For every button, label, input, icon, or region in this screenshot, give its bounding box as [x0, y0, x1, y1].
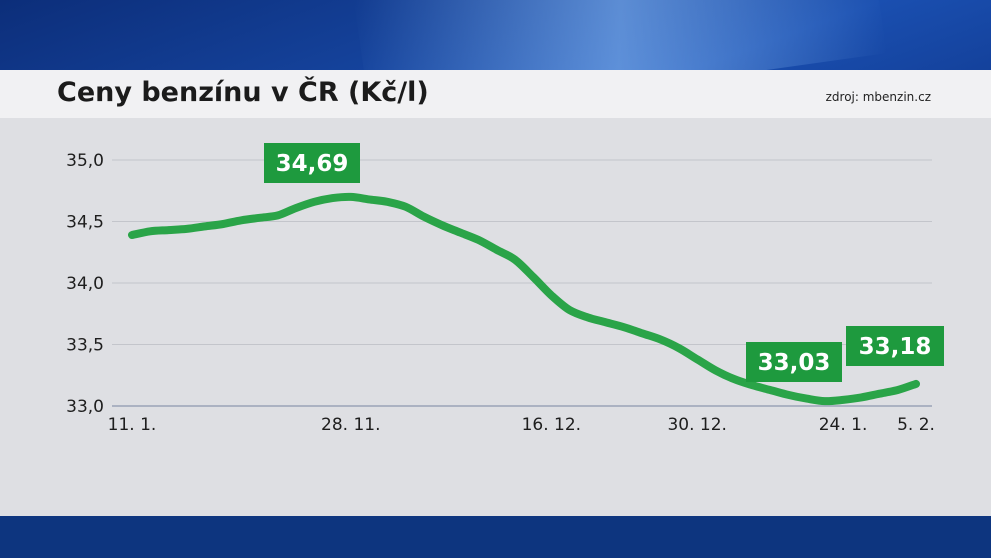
series-group — [128, 192, 920, 406]
y-tick-label: 33,0 — [66, 397, 104, 417]
x-tick-label: 24. 1. — [819, 415, 868, 435]
data-label: 33,18 — [859, 334, 932, 360]
y-tick-label: 33,5 — [66, 336, 104, 356]
y-tick-label: 34,0 — [66, 274, 104, 294]
title-bar: Ceny benzínu v ČR (Kč/l) zdroj: mbenzin.… — [0, 70, 991, 118]
y-tick-label: 35,0 — [66, 151, 104, 171]
x-tick-label: 11. 1. — [108, 415, 157, 435]
source-label: zdroj: mbenzin.cz — [825, 90, 931, 104]
y-axis-ticks: 35,0 34,5 34,0 33,5 33,0 — [66, 151, 104, 417]
data-label-box — [746, 342, 842, 382]
x-tick-label: 30. 12. — [667, 415, 726, 435]
data-label: 34,69 — [276, 151, 349, 177]
chart-title: Ceny benzínu v ČR (Kč/l) — [57, 77, 429, 108]
bottom-band — [0, 516, 991, 558]
y-tick-label: 34,5 — [66, 213, 104, 233]
data-labels: 34,69 33,03 33,18 — [264, 143, 944, 382]
series-line — [128, 192, 920, 406]
x-tick-label: 16. 12. — [522, 415, 581, 435]
x-tick-label: 28. 11. — [321, 415, 380, 435]
data-label-box — [264, 143, 360, 183]
plot-panel — [0, 118, 991, 516]
data-label: 33,03 — [758, 350, 831, 376]
x-axis-ticks: 11. 1. 28. 11. 16. 12. 30. 12. 24. 1. 5. 2. — [108, 415, 935, 435]
x-tick-label: 5. 2. — [897, 415, 935, 435]
data-label-box — [846, 326, 944, 366]
